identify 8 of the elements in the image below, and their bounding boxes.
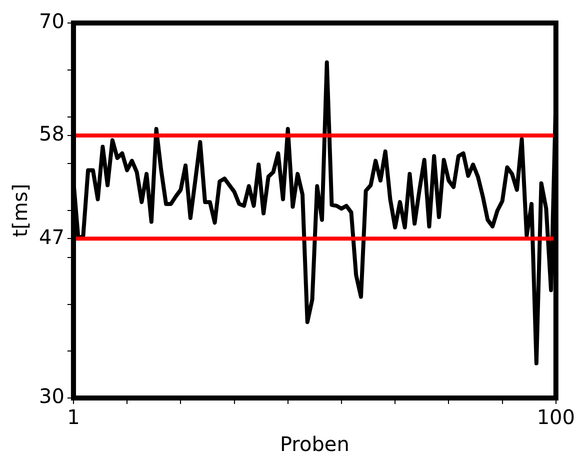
x-tick-label: 1 — [67, 405, 80, 430]
y-tick-label: 30 — [38, 384, 64, 408]
y-tick-label: 47 — [38, 224, 64, 249]
x-axis-title: Proben — [280, 432, 350, 456]
y-tick-label: 58 — [38, 122, 64, 146]
x-tick-label: 100 — [536, 405, 576, 430]
y-axis-title: t[ms] — [8, 184, 32, 238]
y-tick-label: 70 — [38, 9, 64, 34]
